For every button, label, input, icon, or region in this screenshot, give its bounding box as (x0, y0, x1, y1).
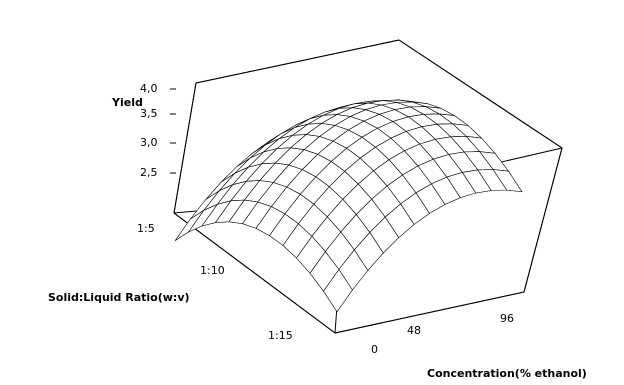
ratio-tick-label: 1:5 (137, 222, 155, 235)
z-tick-label: 2,5 (140, 166, 158, 179)
z-tick-label: 3,5 (140, 107, 158, 120)
ratio-axis-label: Solid:Liquid Ratio(w:v) (48, 291, 190, 304)
surface-cell (323, 268, 353, 313)
box-edge (173, 82, 197, 214)
concentration-axis-label: Concentration(% ethanol) (427, 367, 587, 380)
box-edge (398, 39, 563, 149)
box-edge (334, 291, 525, 334)
box-edge (523, 147, 563, 293)
axis-ticks: 4,0 3,5 3,0 2,5 1:5 1:10 1:15 0 48 96 (137, 82, 514, 356)
concentration-tick-label: 48 (407, 324, 421, 337)
z-axis-label: Yield (111, 96, 143, 109)
box-edge (195, 39, 400, 84)
z-tick-label: 4,0 (140, 82, 158, 95)
ratio-tick-label: 1:15 (268, 329, 293, 342)
surface-mesh (174, 99, 523, 313)
box-edge (173, 212, 336, 334)
concentration-tick-label: 0 (371, 343, 378, 356)
concentration-tick-label: 96 (500, 312, 514, 325)
z-tick-label: 3,0 (140, 136, 158, 149)
ratio-tick-label: 1:10 (200, 264, 225, 277)
